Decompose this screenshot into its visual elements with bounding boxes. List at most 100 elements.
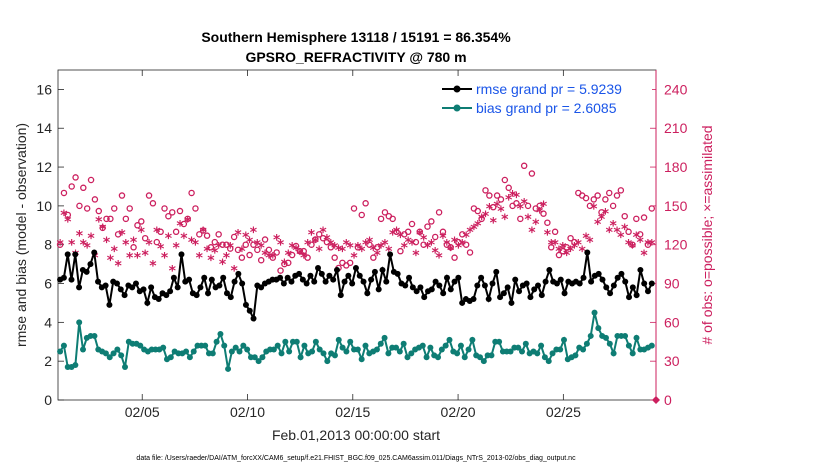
obs-assimilated-point: * [188, 235, 196, 251]
obs-assimilated-series: ****************************************… [56, 189, 656, 280]
obs-assimilated-point: * [343, 238, 351, 254]
rmse-point [239, 280, 246, 287]
rmse-point [341, 278, 348, 285]
rmse-point [102, 282, 109, 289]
rmse-point [303, 280, 310, 287]
obs-possible-series [56, 162, 656, 274]
obs-possible-point [412, 238, 420, 246]
bias-point [347, 338, 354, 345]
bias-point [629, 350, 636, 357]
obs-possible-point [72, 174, 79, 181]
bias-point [602, 334, 609, 341]
obs-assimilated-point: * [447, 243, 455, 259]
obs-possible-point [633, 215, 640, 223]
y-tick-left-label: 12 [36, 159, 52, 175]
bias-point [385, 350, 392, 357]
obs-possible-point [130, 244, 137, 251]
obs-possible-point [551, 228, 559, 236]
obs-possible-point [254, 246, 261, 254]
obs-assimilated-point: * [633, 230, 641, 246]
bias-point [377, 340, 384, 347]
bias-point [541, 354, 548, 361]
bias-point [545, 358, 552, 365]
bias-point [633, 334, 640, 341]
obs-assimilated-point: * [521, 196, 529, 212]
rmse-point [641, 280, 648, 287]
obs-possible-point [571, 238, 578, 246]
rmse-point [371, 268, 378, 275]
bias-point [312, 338, 319, 345]
rmse-point [561, 290, 568, 297]
obs-assimilated-point: * [582, 231, 590, 247]
rmse-point [375, 286, 382, 293]
obs-possible-point [435, 209, 443, 216]
obs-assimilated-point: * [138, 225, 146, 241]
obs-assimilated-point: * [200, 225, 208, 241]
obs-possible-point [219, 241, 226, 248]
obs-possible-point [447, 244, 454, 251]
obs-possible-point [288, 251, 296, 259]
rmse-point [489, 280, 496, 287]
bias-point [102, 350, 109, 357]
obs-assimilated-point: * [528, 225, 536, 241]
rmse-point [345, 272, 352, 279]
obs-assimilated-point: * [606, 225, 614, 241]
obs-assimilated-point: * [60, 208, 68, 224]
obs-assimilated-point: * [536, 205, 544, 221]
bias-point [496, 338, 503, 345]
obs-possible-point [528, 170, 536, 177]
obs-assimilated-point: * [273, 233, 281, 249]
obs-assimilated-point: * [540, 199, 548, 215]
rmse-point [588, 278, 595, 285]
y-tick-right-label: 120 [664, 237, 688, 253]
obs-possible-point [590, 196, 598, 203]
obs-assimilated-point: * [327, 238, 335, 254]
obs-assimilated-point: * [219, 257, 227, 273]
obs-assimilated-point: * [602, 207, 610, 223]
obs-possible-point [257, 256, 265, 264]
x-tick-label: 02/05 [125, 404, 160, 420]
rmse-point [246, 307, 253, 314]
bias-point [57, 348, 64, 355]
obs-assimilated-point: * [590, 201, 598, 217]
obs-assimilated-point: * [532, 217, 540, 233]
rmse-point [296, 270, 303, 277]
rmse-point [163, 292, 170, 299]
obs-possible-point [389, 215, 396, 223]
chart-title-line2: GPSRO_REFRACTIVITY @ 780 m [245, 49, 466, 65]
obs-possible-point [547, 244, 555, 251]
obs-possible-point [223, 241, 230, 248]
rmse-point [504, 284, 511, 291]
obs-possible-point [408, 220, 416, 228]
obs-assimilated-point: * [374, 248, 382, 264]
obs-assimilated-point: * [393, 225, 401, 241]
bias-point [610, 350, 617, 357]
obs-possible-point [625, 228, 632, 236]
rmse-point [535, 282, 542, 289]
rmse-point [95, 278, 102, 285]
rmse-point [508, 299, 515, 306]
rmse-point [223, 290, 230, 297]
bias-point [331, 352, 338, 359]
rmse-point [258, 284, 265, 291]
obs-assimilated-point: * [169, 264, 177, 280]
obs-possible-point [428, 218, 435, 225]
bias-point [465, 346, 472, 353]
obs-possible-point [424, 223, 431, 230]
rmse-point [443, 274, 450, 281]
rmse-point [91, 249, 98, 256]
rmse-point [455, 274, 462, 281]
obs-possible-point [215, 231, 222, 238]
footnote: data file: /Users/raeder/DAI/ATM_forcXX/… [136, 455, 576, 462]
rmse-point [459, 299, 466, 306]
obs-possible-point [176, 207, 184, 215]
obs-possible-point [451, 254, 458, 261]
obs-possible-point [238, 254, 246, 261]
rmse-point [193, 292, 200, 299]
obs-assimilated-point: * [207, 253, 215, 269]
obs-possible-point [323, 238, 331, 246]
rmse-point [436, 282, 443, 289]
rmse-point [626, 294, 633, 301]
obs-possible-point [482, 187, 489, 194]
obs-assimilated-point: * [617, 230, 625, 246]
